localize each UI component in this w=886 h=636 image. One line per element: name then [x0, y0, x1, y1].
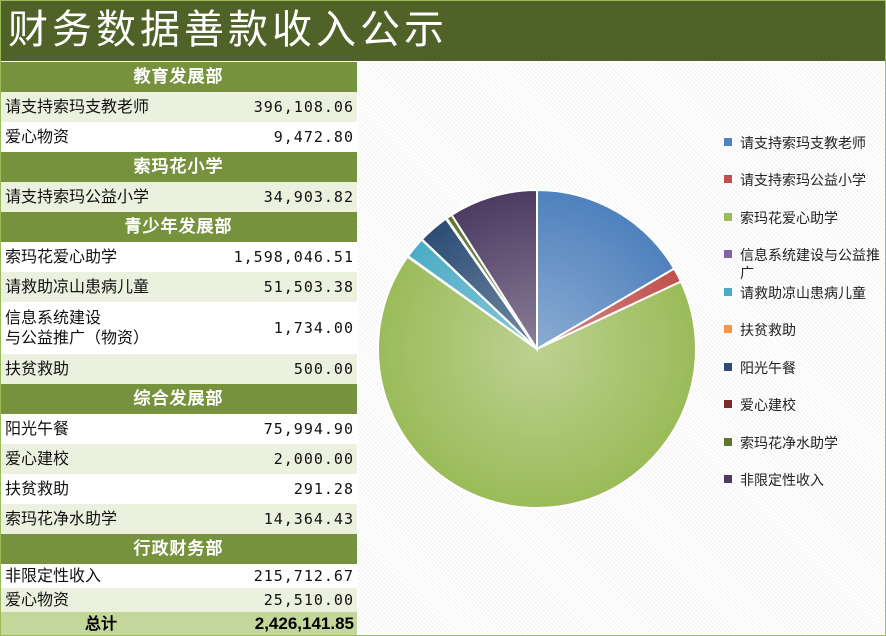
row-label: 索玛花爱心助学: [5, 247, 118, 266]
legend-swatch: [724, 475, 732, 483]
row-label: 请救助凉山患病儿童: [5, 277, 150, 296]
legend-swatch: [724, 288, 732, 296]
pie-chart: [377, 188, 697, 509]
legend-swatch: [724, 325, 732, 333]
row-value: 215,712.67: [253, 567, 354, 585]
total-row: 总计 2,426,141.85: [0, 612, 357, 636]
table-row: 请救助凉山患病儿童 51,503.38: [0, 272, 357, 302]
legend-label: 请支持索玛公益小学: [740, 172, 866, 188]
table-row: 信息系统建设 与公益推广（物资） 1,734.00: [0, 302, 357, 354]
page-title: 财务数据善款收入公示: [8, 7, 448, 53]
table-row: 索玛花净水助学 14,364.43: [0, 504, 357, 534]
legend-label: 非限定性收入: [740, 472, 824, 488]
pie-slice: [536, 188, 676, 351]
legend-swatch: [724, 438, 732, 446]
row-label: 爱心物资: [5, 127, 70, 146]
row-label: 信息系统建设 与公益推广（物资）: [5, 308, 149, 348]
row-label: 扶贫救助: [5, 359, 70, 378]
table-row: 阳光午餐 75,994.90: [0, 414, 357, 444]
row-value: 396,108.06: [253, 98, 354, 116]
table-row: 爱心建校 2,000.00: [0, 444, 357, 474]
row-label: 请支持索玛支教老师: [5, 97, 150, 116]
row-value: 1,734.00: [273, 319, 354, 337]
pie-slice: [450, 188, 538, 353]
row-label: 爱心建校: [5, 449, 70, 468]
row-label: 爱心物资: [5, 590, 70, 609]
row-label: 阳光午餐: [5, 419, 70, 438]
legend-swatch: [724, 400, 732, 408]
total-value: 2,426,141.85: [254, 614, 354, 633]
legend-swatch: [724, 138, 732, 146]
legend-label: 信息系统建设与公益推广: [740, 247, 880, 281]
table-row: 非限定性收入 215,712.67: [0, 564, 357, 588]
legend-swatch: [724, 363, 732, 371]
pie-slice: [377, 255, 697, 509]
table-row: 爱心物资 9,472.80: [0, 122, 357, 152]
row-value: 51,503.38: [263, 278, 354, 296]
section-header: 青少年发展部: [0, 212, 357, 242]
row-label-line: 与公益推广（物资）: [5, 328, 150, 347]
table-row: 扶贫救助 291.28: [0, 474, 357, 504]
row-value: 1,598,046.51: [233, 248, 354, 266]
chart-area: 请支持索玛支教老师 请支持索玛公益小学 索玛花爱心助学信息系统建设与公益推广请救助凉…: [358, 62, 884, 634]
row-label: 索玛花净水助学: [5, 509, 118, 528]
row-value: 25,510.00: [263, 591, 354, 609]
section-header: 教育发展部: [0, 62, 357, 92]
table-row: 请支持索玛支教老师 396,108.06: [0, 92, 357, 122]
table-row: 扶贫救助 500.00: [0, 354, 357, 384]
legend-swatch: [724, 213, 732, 221]
row-value: 9,472.80: [273, 128, 354, 146]
legend-label: 索玛花净水助学: [740, 435, 838, 451]
row-value: 75,994.90: [263, 420, 354, 438]
title-bar: 财务数据善款收入公示: [0, 0, 886, 61]
section-header: 综合发展部: [0, 384, 357, 414]
row-value: 14,364.43: [263, 510, 354, 528]
income-table: 教育发展部 请支持索玛支教老师 396,108.06 爱心物资 9,472.80…: [0, 62, 357, 636]
row-value: 500.00: [293, 360, 354, 378]
row-label: 请支持索玛公益小学: [5, 187, 150, 206]
legend-label: 请救助凉山患病儿童: [740, 285, 866, 301]
legend-label: 扶贫救助: [740, 322, 796, 338]
legend-swatch: [724, 250, 732, 258]
legend-label: 阳光午餐: [740, 360, 796, 376]
total-label: 总计: [85, 614, 118, 633]
table-row: 爱心物资 25,510.00: [0, 588, 357, 612]
legend-label: 索玛花爱心助学: [740, 210, 838, 226]
section-header: 索玛花小学: [0, 152, 357, 182]
row-value: 291.28: [293, 480, 354, 498]
table-row: 索玛花爱心助学 1,598,046.51: [0, 242, 357, 272]
row-value: 2,000.00: [273, 450, 354, 468]
legend-label: 爱心建校: [740, 397, 796, 413]
row-label: 非限定性收入: [5, 566, 102, 585]
legend-swatch: [724, 175, 732, 183]
legend-label: 请支持索玛支教老师: [740, 135, 866, 151]
row-value: 34,903.82: [263, 188, 354, 206]
row-label: 扶贫救助: [5, 479, 70, 498]
table-row: 请支持索玛公益小学 34,903.82: [0, 182, 357, 212]
row-label-line: 信息系统建设: [5, 308, 102, 327]
section-header: 行政财务部: [0, 534, 357, 564]
